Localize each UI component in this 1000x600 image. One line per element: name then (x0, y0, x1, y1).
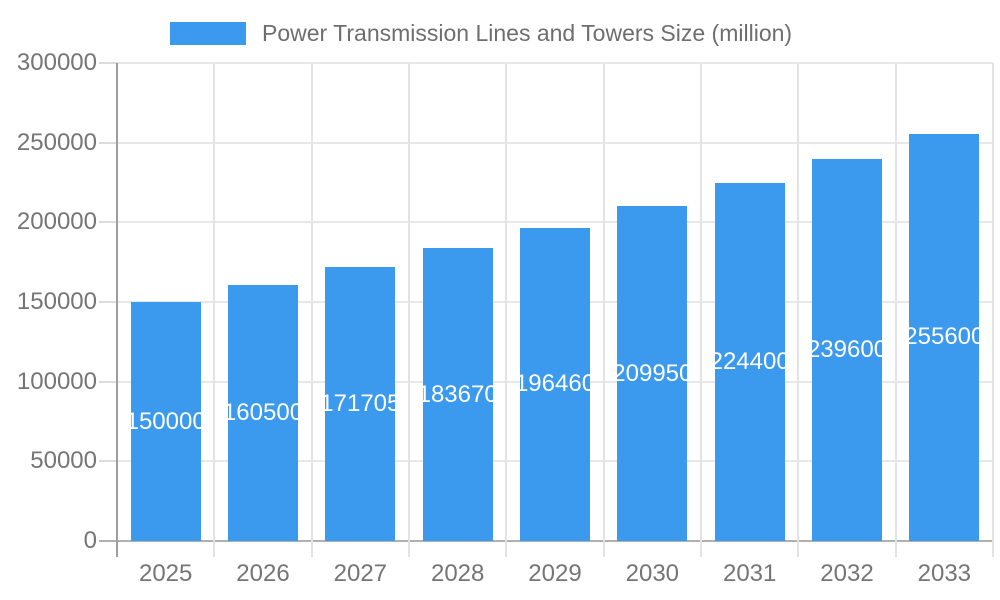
y-tick-label: 150000 (16, 288, 97, 315)
bar: 224400 (714, 183, 785, 541)
bar: 196460 (520, 227, 590, 541)
x-axis-baseline (99, 540, 993, 542)
bar: 209950 (617, 206, 688, 541)
bar: 183670 (422, 248, 493, 541)
x-gridline (213, 63, 216, 557)
y-tick (99, 460, 117, 463)
y-tick (99, 62, 117, 64)
bar-value-label: 160500 (228, 399, 298, 427)
bar-value-label: 150000 (130, 407, 201, 435)
y-tick-label: 200000 (16, 208, 97, 236)
bar-value-label: 224400 (714, 348, 785, 376)
x-gridline (408, 63, 410, 557)
bar-value-label: 209950 (617, 359, 688, 387)
bar-value-label: 196460 (520, 370, 590, 398)
y-tick-label: 100000 (16, 367, 97, 395)
y-tick-label: 50000 (30, 447, 97, 475)
x-tick-label: 2026 (236, 560, 290, 587)
x-tick-label: 2025 (138, 560, 193, 587)
bar-value-label: 255600 (909, 323, 980, 351)
y-tick-label: 0 (83, 527, 97, 554)
bar: 255600 (909, 133, 980, 541)
x-gridline (992, 63, 994, 557)
legend-label: Power Transmission Lines and Towers Size… (262, 19, 793, 46)
x-tick-label: 2031 (722, 560, 777, 587)
bar: 171705 (325, 267, 396, 541)
x-tick-label: 2030 (625, 560, 680, 587)
x-tick-label: 2028 (430, 560, 485, 587)
y-tick (99, 141, 117, 144)
y-axis-line (116, 63, 118, 557)
bar: 150000 (130, 302, 201, 541)
x-tick-label: 2027 (333, 560, 388, 587)
x-tick-label: 2032 (820, 560, 874, 587)
legend-swatch-icon (170, 21, 246, 45)
x-gridline (602, 63, 605, 557)
bar-value-label: 183670 (422, 380, 493, 408)
y-tick-label: 250000 (16, 128, 97, 156)
y-tick-label: 300000 (16, 49, 97, 76)
y-gridline (117, 221, 993, 224)
x-gridline (700, 63, 702, 557)
x-tick-label: 2029 (528, 560, 582, 587)
x-tick-label: 2033 (917, 560, 972, 587)
y-tick (99, 301, 117, 303)
bar: 239600 (812, 159, 882, 541)
y-gridline (117, 141, 993, 144)
bar-value-label: 171705 (325, 390, 396, 418)
legend: Power Transmission Lines and Towers Size… (170, 20, 792, 46)
bar-value-label: 239600 (812, 336, 882, 364)
x-gridline (894, 63, 897, 557)
bar: 160500 (228, 285, 298, 541)
y-tick (99, 380, 117, 383)
x-gridline (505, 63, 508, 557)
x-gridline (797, 63, 800, 557)
y-tick (99, 221, 117, 224)
y-gridline (117, 62, 993, 64)
x-gridline (310, 63, 313, 557)
